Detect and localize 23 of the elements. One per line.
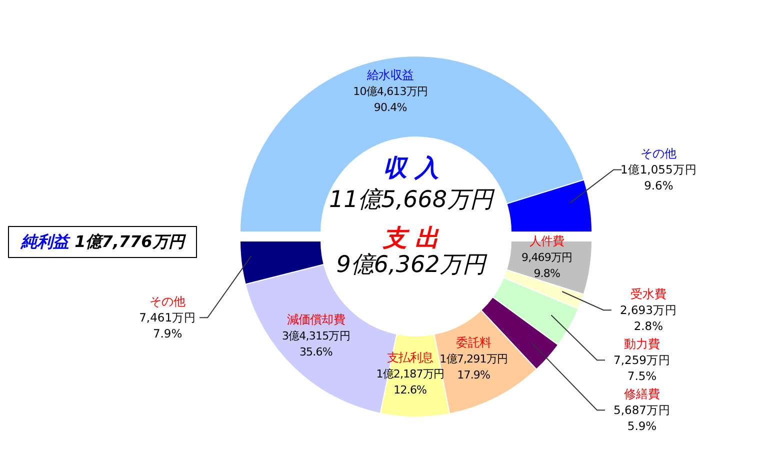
slice-label: 動力費 (624, 337, 660, 352)
data-label: 9,469万円 9.8% (522, 251, 572, 280)
data-label: 5,687万円 5.9% (614, 403, 670, 434)
data-label: 2,693万円 2.8% (620, 303, 677, 334)
slice-label: 支払利息 (386, 350, 434, 364)
data-label: 3億4,315万円 35.6% (282, 329, 350, 358)
chart-title: 支 出 (382, 224, 440, 252)
data-label: 7,259万円 7.5% (614, 353, 670, 384)
slice-label: その他 (640, 146, 677, 161)
slice-label: 修繕費 (624, 387, 660, 402)
text: 9億6,362万円 (336, 252, 488, 278)
slice-label: 受水費 (630, 287, 666, 302)
text: 11億5,668万円 (328, 187, 496, 213)
text: 純利益 1億7,776万円 (21, 232, 184, 252)
data-label: 10億4,613万円 90.4% (353, 85, 428, 114)
slice-label: 人件費 (529, 234, 565, 248)
slice-label: 給水収益 (366, 68, 414, 82)
data-label: 1億1,055万円 9.6% (620, 162, 697, 193)
text: 収 入 (382, 154, 440, 182)
slice-label: 減価償却費 (286, 312, 346, 326)
data-label: 7,461万円 7.9% (139, 310, 196, 341)
slice-label: 委託料 (456, 335, 492, 350)
slice-label: その他 (150, 294, 186, 309)
